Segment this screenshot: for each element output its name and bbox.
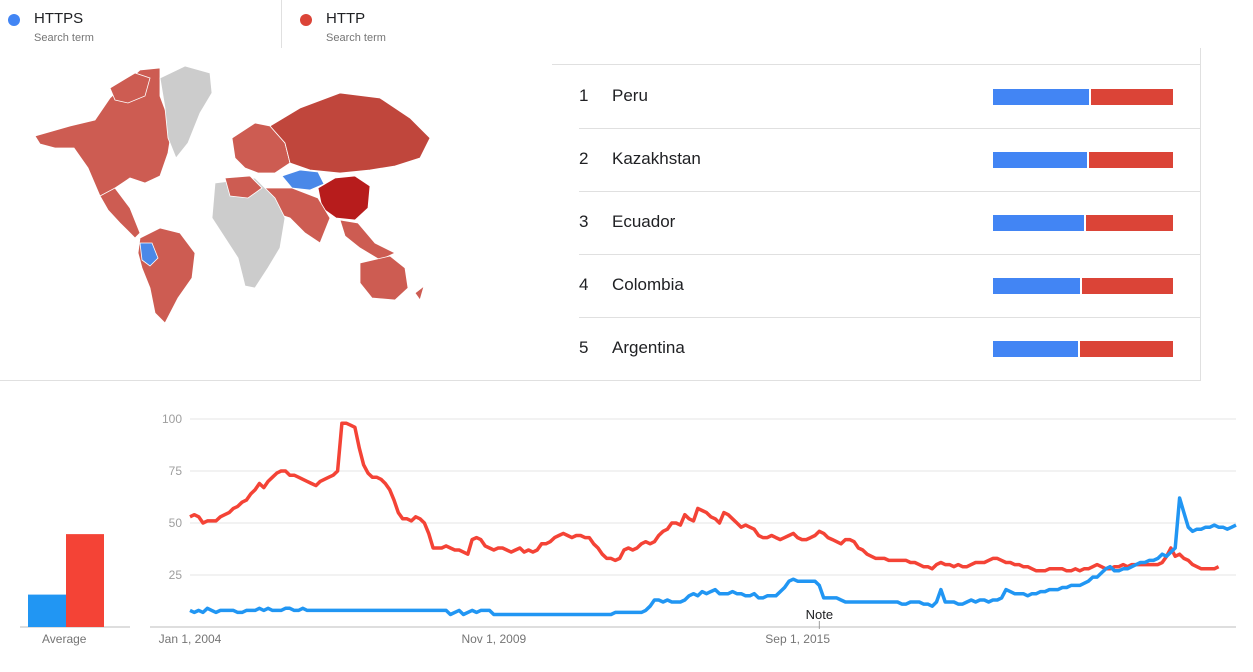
interest-over-time-chart[interactable]: 25 50 75 100 Jan 1, 2004 Nov 1, 2009 Sep 1, 2…: [0, 382, 1253, 672]
map-region-peru[interactable]: [139, 242, 159, 267]
series-line-http[interactable]: [189, 421, 1220, 573]
legend-label-http: HTTP: [326, 10, 366, 27]
world-map[interactable]: [0, 48, 552, 378]
y-axis-labels: 25 50 75 100: [162, 412, 182, 582]
rank-bar-http: [1080, 341, 1173, 357]
rank-number: 2: [579, 149, 589, 168]
rank-number: 3: [579, 212, 589, 231]
average-bar-chart: [20, 534, 130, 628]
rank-country-name: Colombia: [612, 275, 684, 294]
panel-right-border: [1200, 48, 1201, 380]
map-region-new-zealand[interactable]: [414, 284, 425, 301]
map-region-canada-islands[interactable]: [109, 72, 151, 104]
average-bar-https[interactable]: [28, 594, 66, 627]
legend-dot-https: [8, 14, 20, 26]
rank-row[interactable]: 3 Ecuador: [579, 191, 1200, 255]
rank-row[interactable]: 4 Colombia: [579, 254, 1200, 318]
map-region-russia[interactable]: [269, 92, 431, 174]
rank-ratio-bar: [993, 215, 1173, 231]
panel-bottom-border: [0, 380, 1201, 381]
rank-bar-https: [993, 152, 1087, 168]
series-line-https[interactable]: [189, 496, 1237, 617]
legend-label-https: HTTPS: [34, 10, 84, 27]
x-tick-label: Jan 1, 2004: [159, 632, 222, 646]
y-tick-label: 25: [169, 568, 183, 582]
rank-bar-https: [993, 215, 1084, 231]
rank-bar-http: [1089, 152, 1173, 168]
rank-list-top-divider: [552, 64, 1200, 65]
map-region-southeast-asia[interactable]: [339, 219, 396, 261]
x-axis-labels: Jan 1, 2004 Nov 1, 2009 Sep 1, 2015: [159, 632, 831, 646]
map-region-europe[interactable]: [231, 122, 291, 174]
y-tick-label: 100: [162, 412, 182, 426]
rank-number: 4: [579, 275, 589, 294]
map-region-africa[interactable]: [211, 177, 286, 289]
rank-ratio-bar: [993, 341, 1173, 357]
legend-sub-http: Search term: [326, 32, 386, 44]
rank-number: 5: [579, 338, 589, 357]
map-region-kazakhstan[interactable]: [281, 169, 325, 191]
map-region-china[interactable]: [317, 175, 371, 221]
map-region-north-america[interactable]: [34, 67, 173, 199]
map-region-north-africa[interactable]: [224, 175, 263, 199]
x-tick-label: Sep 1, 2015: [765, 632, 830, 646]
rank-bar-https: [993, 89, 1089, 105]
legend-divider: [281, 0, 282, 48]
y-tick-label: 50: [169, 516, 183, 530]
rank-ratio-bar: [993, 278, 1173, 294]
rank-country-name: Ecuador: [612, 212, 676, 231]
x-tick-label: Nov 1, 2009: [461, 632, 526, 646]
rank-row[interactable]: 2 Kazakhstan: [579, 128, 1200, 192]
y-tick-label: 75: [169, 464, 183, 478]
note-label[interactable]: Note: [806, 607, 833, 622]
rank-ratio-bar: [993, 89, 1173, 105]
rank-country-name: Argentina: [612, 338, 685, 357]
map-region-greenland[interactable]: [159, 65, 213, 159]
rank-bar-https: [993, 278, 1080, 294]
rank-country-name: Kazakhstan: [612, 149, 701, 168]
map-region-australia[interactable]: [359, 255, 409, 301]
chart-grid: [150, 418, 1236, 628]
rank-number: 1: [579, 86, 589, 105]
rank-bar-http: [1086, 215, 1173, 231]
rank-row[interactable]: 1 Peru: [579, 65, 1200, 129]
rank-bar-http: [1091, 89, 1173, 105]
map-region-central-america[interactable]: [99, 187, 141, 239]
average-label: Average: [42, 632, 87, 646]
legend-dot-http: [300, 14, 312, 26]
rank-bar-https: [993, 341, 1078, 357]
map-region-south-america[interactable]: [137, 227, 196, 324]
rank-ratio-bar: [993, 152, 1173, 168]
chart-note: Note: [806, 607, 833, 629]
legend-sub-https: Search term: [34, 32, 94, 44]
rank-country-name: Peru: [612, 86, 648, 105]
rank-bar-http: [1082, 278, 1173, 294]
rank-row[interactable]: 5 Argentina: [579, 317, 1200, 380]
average-bar-http[interactable]: [66, 534, 104, 627]
